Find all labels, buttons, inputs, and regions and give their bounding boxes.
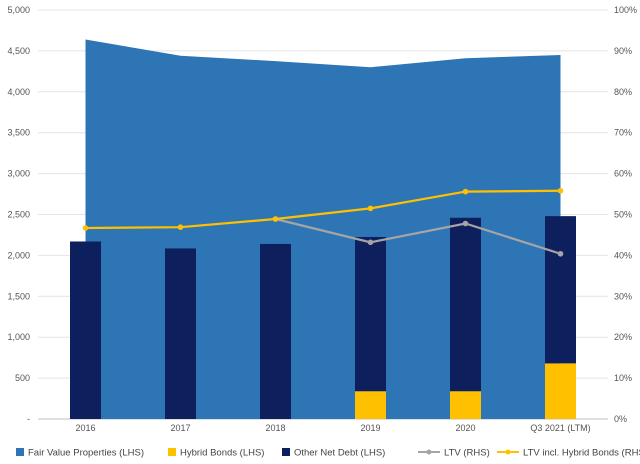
legend-label: Hybrid Bonds (LHS)	[180, 448, 264, 459]
legend-swatch	[282, 448, 290, 456]
x-tick-label: 2017	[170, 423, 190, 433]
legend-label: LTV (RHS)	[444, 448, 490, 459]
ltv-hybrid-point	[462, 188, 469, 195]
right-tick-label: 0%	[614, 414, 627, 424]
right-tick-label: 100%	[614, 5, 637, 15]
right-tick-label: 20%	[614, 332, 632, 342]
other-net-debt-bar	[545, 216, 576, 364]
ltv-hybrid-point	[82, 225, 89, 231]
x-tick-label: 2019	[360, 423, 380, 433]
ltv-point	[462, 220, 469, 227]
legend-marker	[426, 449, 432, 455]
legend-swatch	[16, 448, 24, 456]
fair-value-area	[85, 39, 561, 420]
legend-label: Other Net Debt (LHS)	[294, 448, 385, 459]
left-tick-label: 4,000	[7, 87, 30, 97]
left-tick-label: 2,500	[7, 210, 30, 220]
left-tick-label: 500	[15, 373, 30, 383]
ltv-hybrid-point	[557, 187, 564, 194]
ltv-line	[275, 217, 561, 255]
left-tick-label: 3,000	[7, 169, 30, 179]
right-tick-label: 50%	[614, 210, 632, 220]
right-tick-label: 30%	[614, 291, 632, 301]
hybrid-bond-bar	[450, 391, 481, 419]
legend-label: Fair Value Properties (LHS)	[28, 448, 144, 459]
x-tick-label: Q3 2021 (LTM)	[530, 423, 590, 433]
other-net-debt-bar	[70, 241, 101, 419]
right-tick-label: 10%	[614, 373, 632, 383]
left-tick-label: 5,000	[7, 5, 30, 15]
ltv-hybrid-point	[272, 216, 279, 222]
other-net-debt-bar	[260, 243, 291, 419]
left-tick-label: 2,000	[7, 250, 30, 260]
left-tick-label: 1,000	[7, 332, 30, 342]
ltv-point	[367, 239, 374, 246]
left-tick-label: 4,500	[7, 46, 30, 56]
legend-label: LTV incl. Hybrid Bonds (RHS)	[523, 448, 640, 459]
legend-swatch	[168, 448, 176, 456]
right-axis: 0% 10% 20% 30% 40% 50% 60% 70% 80% 90% 100%	[614, 5, 637, 424]
x-tick-label: 2016	[75, 423, 95, 433]
hybrid-bond-bar	[545, 363, 576, 419]
fair-value-area-shape	[85, 39, 561, 420]
legend-marker	[505, 449, 511, 455]
debt-bars	[70, 216, 576, 419]
right-tick-label: 80%	[614, 87, 632, 97]
other-net-debt-bar	[450, 217, 481, 392]
left-tick-label: 1,500	[7, 291, 30, 301]
ltv-lines	[82, 187, 564, 257]
ltv-hybrid-point	[177, 224, 184, 230]
legend: Fair Value Properties (LHS) Hybrid Bonds …	[16, 448, 640, 459]
ltv-hybrid-line	[85, 189, 561, 230]
x-axis: 2016 2017 2018 2019 2020 Q3 2021 (LTM)	[75, 423, 590, 433]
left-axis: - 500 1,000 1,500 2,000 2,500 3,000 3,500 4,000 4…	[7, 5, 30, 424]
left-tick-label: 3,500	[7, 128, 30, 138]
right-tick-label: 90%	[614, 46, 632, 56]
right-tick-label: 60%	[614, 169, 632, 179]
other-net-debt-bar	[355, 236, 386, 392]
right-tick-label: 70%	[614, 128, 632, 138]
x-tick-label: 2020	[455, 423, 475, 433]
hybrid-bond-bar	[355, 391, 386, 419]
x-tick-label: 2018	[265, 423, 285, 433]
ltv-hybrid-point	[367, 205, 374, 212]
left-tick-label: -	[27, 414, 30, 424]
right-tick-label: 40%	[614, 250, 632, 260]
other-net-debt-bar	[165, 248, 196, 419]
ltv-point	[557, 250, 564, 257]
